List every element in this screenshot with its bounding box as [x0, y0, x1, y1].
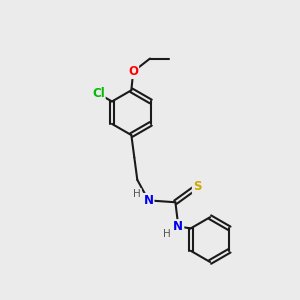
Text: H: H	[134, 189, 141, 199]
Text: O: O	[128, 65, 138, 78]
Text: N: N	[143, 194, 154, 207]
Text: S: S	[193, 180, 201, 193]
Text: N: N	[173, 220, 183, 233]
Text: Cl: Cl	[92, 87, 105, 100]
Text: H: H	[163, 229, 170, 239]
